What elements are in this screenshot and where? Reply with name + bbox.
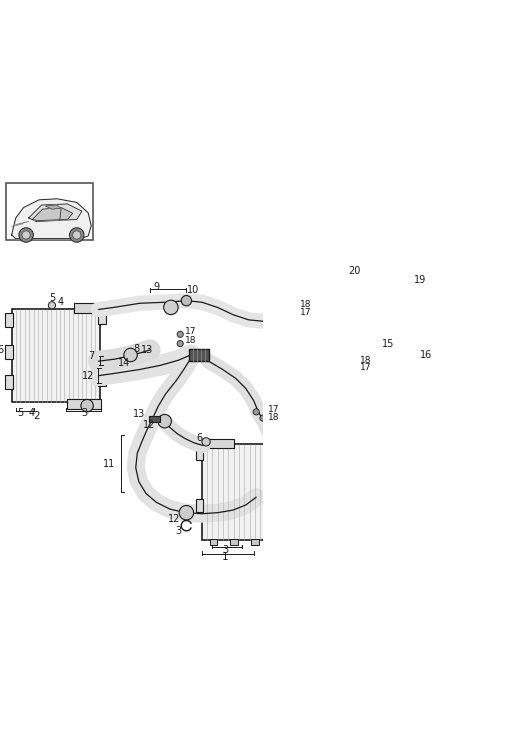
Text: 6: 6 <box>0 345 4 355</box>
Bar <box>99 375 106 386</box>
Bar <box>202 444 319 539</box>
Text: 9: 9 <box>153 282 160 292</box>
Text: 14: 14 <box>118 358 131 368</box>
Circle shape <box>392 364 408 378</box>
Bar <box>386 389 411 398</box>
Bar <box>358 266 397 307</box>
Bar <box>272 539 279 545</box>
Bar <box>230 539 238 545</box>
Bar <box>68 399 101 409</box>
Bar <box>6 344 13 359</box>
Bar <box>382 352 419 390</box>
Circle shape <box>376 369 385 377</box>
Circle shape <box>179 505 194 520</box>
Bar <box>395 275 411 293</box>
Circle shape <box>22 231 30 239</box>
Bar <box>251 539 259 545</box>
Text: 4: 4 <box>57 298 63 307</box>
Circle shape <box>158 415 171 428</box>
Text: 17: 17 <box>300 308 312 317</box>
Circle shape <box>48 302 55 309</box>
Circle shape <box>202 438 210 446</box>
Text: 18: 18 <box>268 413 279 421</box>
Bar <box>203 439 234 447</box>
Bar <box>210 539 217 545</box>
Circle shape <box>73 231 81 239</box>
Text: 6: 6 <box>197 433 203 443</box>
Text: 3: 3 <box>176 526 182 536</box>
Circle shape <box>19 228 34 242</box>
Circle shape <box>260 415 266 421</box>
Text: 10: 10 <box>187 286 200 295</box>
Text: 4: 4 <box>28 408 35 418</box>
Bar <box>293 539 300 545</box>
Polygon shape <box>12 199 91 239</box>
Bar <box>196 447 203 460</box>
Text: 8: 8 <box>134 344 140 354</box>
Bar <box>418 359 430 375</box>
Text: 15: 15 <box>382 338 394 349</box>
Text: 18: 18 <box>185 336 197 345</box>
Bar <box>7 183 93 240</box>
Bar <box>99 312 106 324</box>
Circle shape <box>164 301 178 315</box>
Text: 18: 18 <box>360 355 371 364</box>
Bar <box>6 312 13 327</box>
Circle shape <box>177 341 183 347</box>
Text: 16: 16 <box>420 350 432 360</box>
Circle shape <box>361 270 394 303</box>
Text: 18: 18 <box>300 300 312 309</box>
Text: 5: 5 <box>49 293 55 303</box>
Bar <box>189 349 209 361</box>
Text: 13: 13 <box>133 410 145 419</box>
Text: 7: 7 <box>88 351 94 361</box>
Polygon shape <box>46 205 61 209</box>
Bar <box>149 416 160 422</box>
Text: 17: 17 <box>360 364 371 372</box>
Text: 11: 11 <box>103 459 115 468</box>
Circle shape <box>181 295 192 306</box>
Bar <box>12 309 100 401</box>
Text: 19: 19 <box>414 275 426 285</box>
Text: 12: 12 <box>82 371 94 381</box>
Circle shape <box>368 278 387 296</box>
Circle shape <box>81 399 93 412</box>
Bar <box>316 499 324 512</box>
Text: 17: 17 <box>185 327 197 336</box>
Bar <box>6 375 13 389</box>
Circle shape <box>177 331 183 338</box>
Polygon shape <box>33 208 73 220</box>
Text: 5: 5 <box>17 408 23 418</box>
Text: 17: 17 <box>268 405 279 414</box>
Bar <box>196 499 203 512</box>
Bar <box>316 447 324 460</box>
Text: 12: 12 <box>143 420 155 430</box>
Text: 2: 2 <box>33 411 40 421</box>
Bar <box>310 539 319 545</box>
Text: 12: 12 <box>168 514 180 525</box>
Bar <box>362 256 391 267</box>
Circle shape <box>253 409 259 415</box>
Circle shape <box>124 348 137 361</box>
Circle shape <box>386 356 415 386</box>
Text: 20: 20 <box>348 266 361 276</box>
Text: 3: 3 <box>222 545 228 555</box>
Polygon shape <box>28 204 82 222</box>
Text: 13: 13 <box>141 345 153 355</box>
Text: 3: 3 <box>81 408 87 418</box>
Text: 1: 1 <box>222 551 229 562</box>
Circle shape <box>70 228 84 242</box>
Bar <box>74 303 101 312</box>
